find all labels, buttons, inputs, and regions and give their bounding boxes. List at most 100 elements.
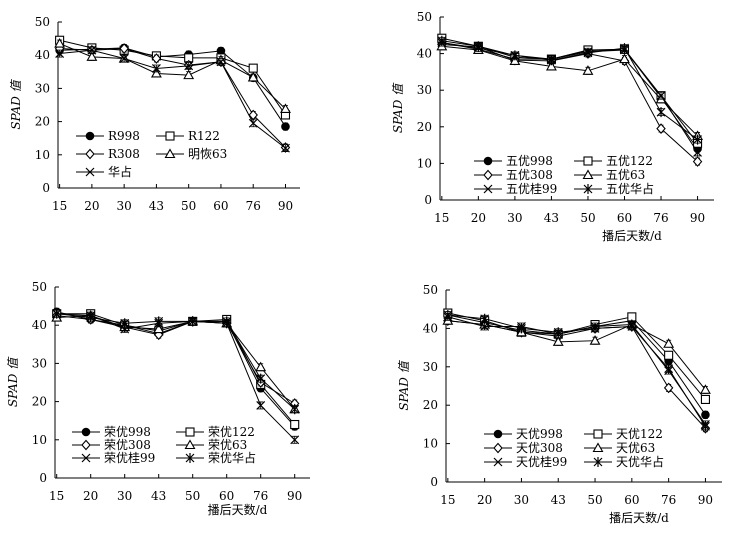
legend-marker xyxy=(483,184,493,194)
x-tick-label: 50 xyxy=(181,199,196,213)
data-point xyxy=(693,134,702,145)
legend-entry: 天优华占 xyxy=(584,454,664,469)
x-tick-label: 76 xyxy=(653,211,668,225)
x-tick-label: 90 xyxy=(690,211,705,225)
legend-entry: 天优308 xyxy=(484,441,563,455)
legend-marker xyxy=(493,429,503,439)
series-line xyxy=(59,43,286,110)
legend-entry: 五优桂99 xyxy=(474,181,557,196)
legend-marker xyxy=(165,131,175,141)
y-axis-label: SPAD 值 xyxy=(9,78,23,129)
y-tick-label: 30 xyxy=(32,356,47,370)
data-point xyxy=(153,323,165,334)
data-point xyxy=(547,55,556,66)
data-point xyxy=(656,123,666,134)
data-point xyxy=(55,49,65,58)
x-axis-label: 播后天数/d xyxy=(208,502,268,517)
data-point xyxy=(590,323,600,334)
legend-marker xyxy=(85,167,95,177)
data-point xyxy=(627,321,637,332)
data-point xyxy=(437,35,447,46)
x-tick-label: 43 xyxy=(544,211,559,225)
legend-marker xyxy=(483,156,493,166)
legend-entry: 荣优122 xyxy=(176,425,255,439)
legend-label: 天优63 xyxy=(616,441,655,455)
y-tick-label: 10 xyxy=(423,437,438,451)
series-line xyxy=(59,48,286,148)
legend-entry: R122 xyxy=(156,129,220,143)
data-point xyxy=(248,118,258,128)
legend-marker xyxy=(184,439,196,450)
data-point xyxy=(664,350,674,360)
data-point xyxy=(86,312,96,323)
data-point xyxy=(222,316,232,327)
legend-marker xyxy=(582,169,594,180)
legend-label: R308 xyxy=(108,147,140,161)
x-axis-label: 播后天数/d xyxy=(609,510,669,525)
legend-marker xyxy=(593,429,603,439)
legend-label: 五优998 xyxy=(506,154,553,168)
legend-entry: 荣优998 xyxy=(72,425,151,439)
data-point xyxy=(619,53,630,64)
x-tick-label: 20 xyxy=(471,211,486,225)
data-point xyxy=(664,363,674,374)
series-line xyxy=(56,313,296,410)
legend-label: 荣优998 xyxy=(104,425,151,439)
legend-marker xyxy=(592,442,604,453)
data-point xyxy=(699,384,711,394)
series-line xyxy=(59,49,286,149)
x-tick-label: 60 xyxy=(617,211,632,225)
data-point xyxy=(480,313,490,324)
series-line xyxy=(447,314,706,427)
data-point xyxy=(188,316,198,327)
series-line xyxy=(59,39,286,116)
legend-label: 明恢63 xyxy=(188,147,227,161)
data-point xyxy=(517,323,526,334)
legend-label: 荣优63 xyxy=(208,438,247,452)
data-point xyxy=(216,57,226,67)
legend-entry: 天优998 xyxy=(484,427,563,441)
x-tick-label: 60 xyxy=(219,489,234,503)
data-point xyxy=(54,37,66,48)
data-point xyxy=(552,336,564,346)
series-line xyxy=(59,47,286,127)
data-point xyxy=(184,61,194,71)
x-tick-label: 50 xyxy=(185,489,200,503)
data-point xyxy=(154,316,164,327)
y-tick-label: 20 xyxy=(417,120,432,134)
x-tick-label: 90 xyxy=(287,489,302,503)
series-line xyxy=(441,40,698,141)
legend-marker xyxy=(493,457,503,467)
y-tick-label: 0 xyxy=(39,471,47,485)
legend-label: 五优桂99 xyxy=(506,181,557,196)
legend-marker xyxy=(185,453,195,463)
legend-entry: 荣优桂99 xyxy=(72,450,155,465)
x-tick-label: 15 xyxy=(49,489,64,503)
x-tick-label: 50 xyxy=(587,493,602,507)
legend-entry: 五优308 xyxy=(474,168,553,182)
x-tick-label: 30 xyxy=(117,489,132,503)
legend-marker xyxy=(185,427,195,437)
y-tick-label: 0 xyxy=(430,475,438,489)
data-point xyxy=(150,67,162,78)
y-tick-label: 50 xyxy=(35,15,50,29)
data-point xyxy=(255,361,267,372)
legend-label: R998 xyxy=(108,129,140,143)
x-tick-label: 15 xyxy=(440,493,455,507)
data-point xyxy=(545,60,557,71)
x-tick-label: 50 xyxy=(580,211,595,225)
data-point xyxy=(553,327,563,338)
legend-marker xyxy=(593,457,603,467)
chart-panel-1: 0 10 20 30 40 50 15 20 30 43 50 60 76 90 SPAD 值 R998 R12… xyxy=(9,15,300,213)
series-6 xyxy=(437,35,702,145)
y-axis-label: SPAD 值 xyxy=(6,356,20,407)
data-point xyxy=(183,69,195,80)
data-point xyxy=(692,156,703,167)
legend-label: 天优998 xyxy=(516,427,563,441)
data-point xyxy=(290,404,300,415)
series-line xyxy=(447,312,706,400)
data-point xyxy=(693,147,702,157)
legend-marker xyxy=(81,453,91,463)
